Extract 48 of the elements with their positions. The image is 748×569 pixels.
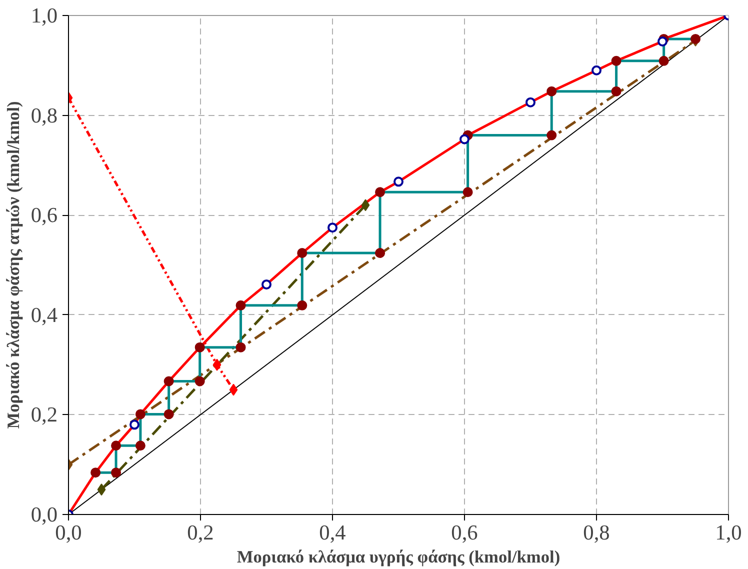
point xyxy=(111,468,122,478)
point xyxy=(262,279,272,290)
point xyxy=(130,420,140,430)
x-tick-label: 0,0 xyxy=(55,520,82,544)
point xyxy=(194,376,205,386)
point xyxy=(546,130,557,140)
y-tick-label: 0,2 xyxy=(30,402,58,427)
point xyxy=(658,56,669,66)
point xyxy=(164,376,174,386)
y-axis-title: Μοριακό κλάσμα φάσης ατμών (kmol/kmol) xyxy=(4,100,23,429)
point xyxy=(229,384,238,396)
point xyxy=(236,300,246,310)
y-tick-label: 0,4 xyxy=(30,302,58,327)
point xyxy=(135,440,146,451)
x-tick-label: 1,0 xyxy=(715,520,742,544)
point xyxy=(592,65,602,76)
point xyxy=(297,248,308,258)
point xyxy=(526,97,536,108)
point xyxy=(460,134,470,144)
point xyxy=(135,409,146,420)
point xyxy=(611,56,622,66)
point xyxy=(212,358,222,371)
y-tick-label: 0,8 xyxy=(30,103,58,128)
point xyxy=(90,468,101,478)
point xyxy=(658,36,668,46)
point xyxy=(297,300,308,310)
point xyxy=(164,409,174,420)
point xyxy=(194,342,205,352)
point xyxy=(236,342,246,352)
point xyxy=(375,248,386,258)
point xyxy=(97,484,106,496)
point xyxy=(328,222,338,233)
x-tick-label: 0,6 xyxy=(451,520,478,544)
point xyxy=(394,176,404,187)
point xyxy=(375,187,386,198)
y-tick-label: 1,0 xyxy=(30,4,58,28)
x-tick-label: 0,2 xyxy=(187,520,214,544)
point xyxy=(361,199,370,212)
point xyxy=(611,86,622,96)
y-tick-label: 0,0 xyxy=(30,502,58,526)
x-axis-title: Μοριακό κλάσμα υγρής φάσης (kmol/kmol) xyxy=(236,548,560,566)
y-tick-label: 0,6 xyxy=(30,203,58,228)
point xyxy=(546,86,557,96)
point xyxy=(462,187,473,198)
x-tick-label: 0,4 xyxy=(319,520,346,544)
x-tick-label: 0,8 xyxy=(583,520,610,544)
point xyxy=(111,440,122,451)
point xyxy=(690,34,700,44)
